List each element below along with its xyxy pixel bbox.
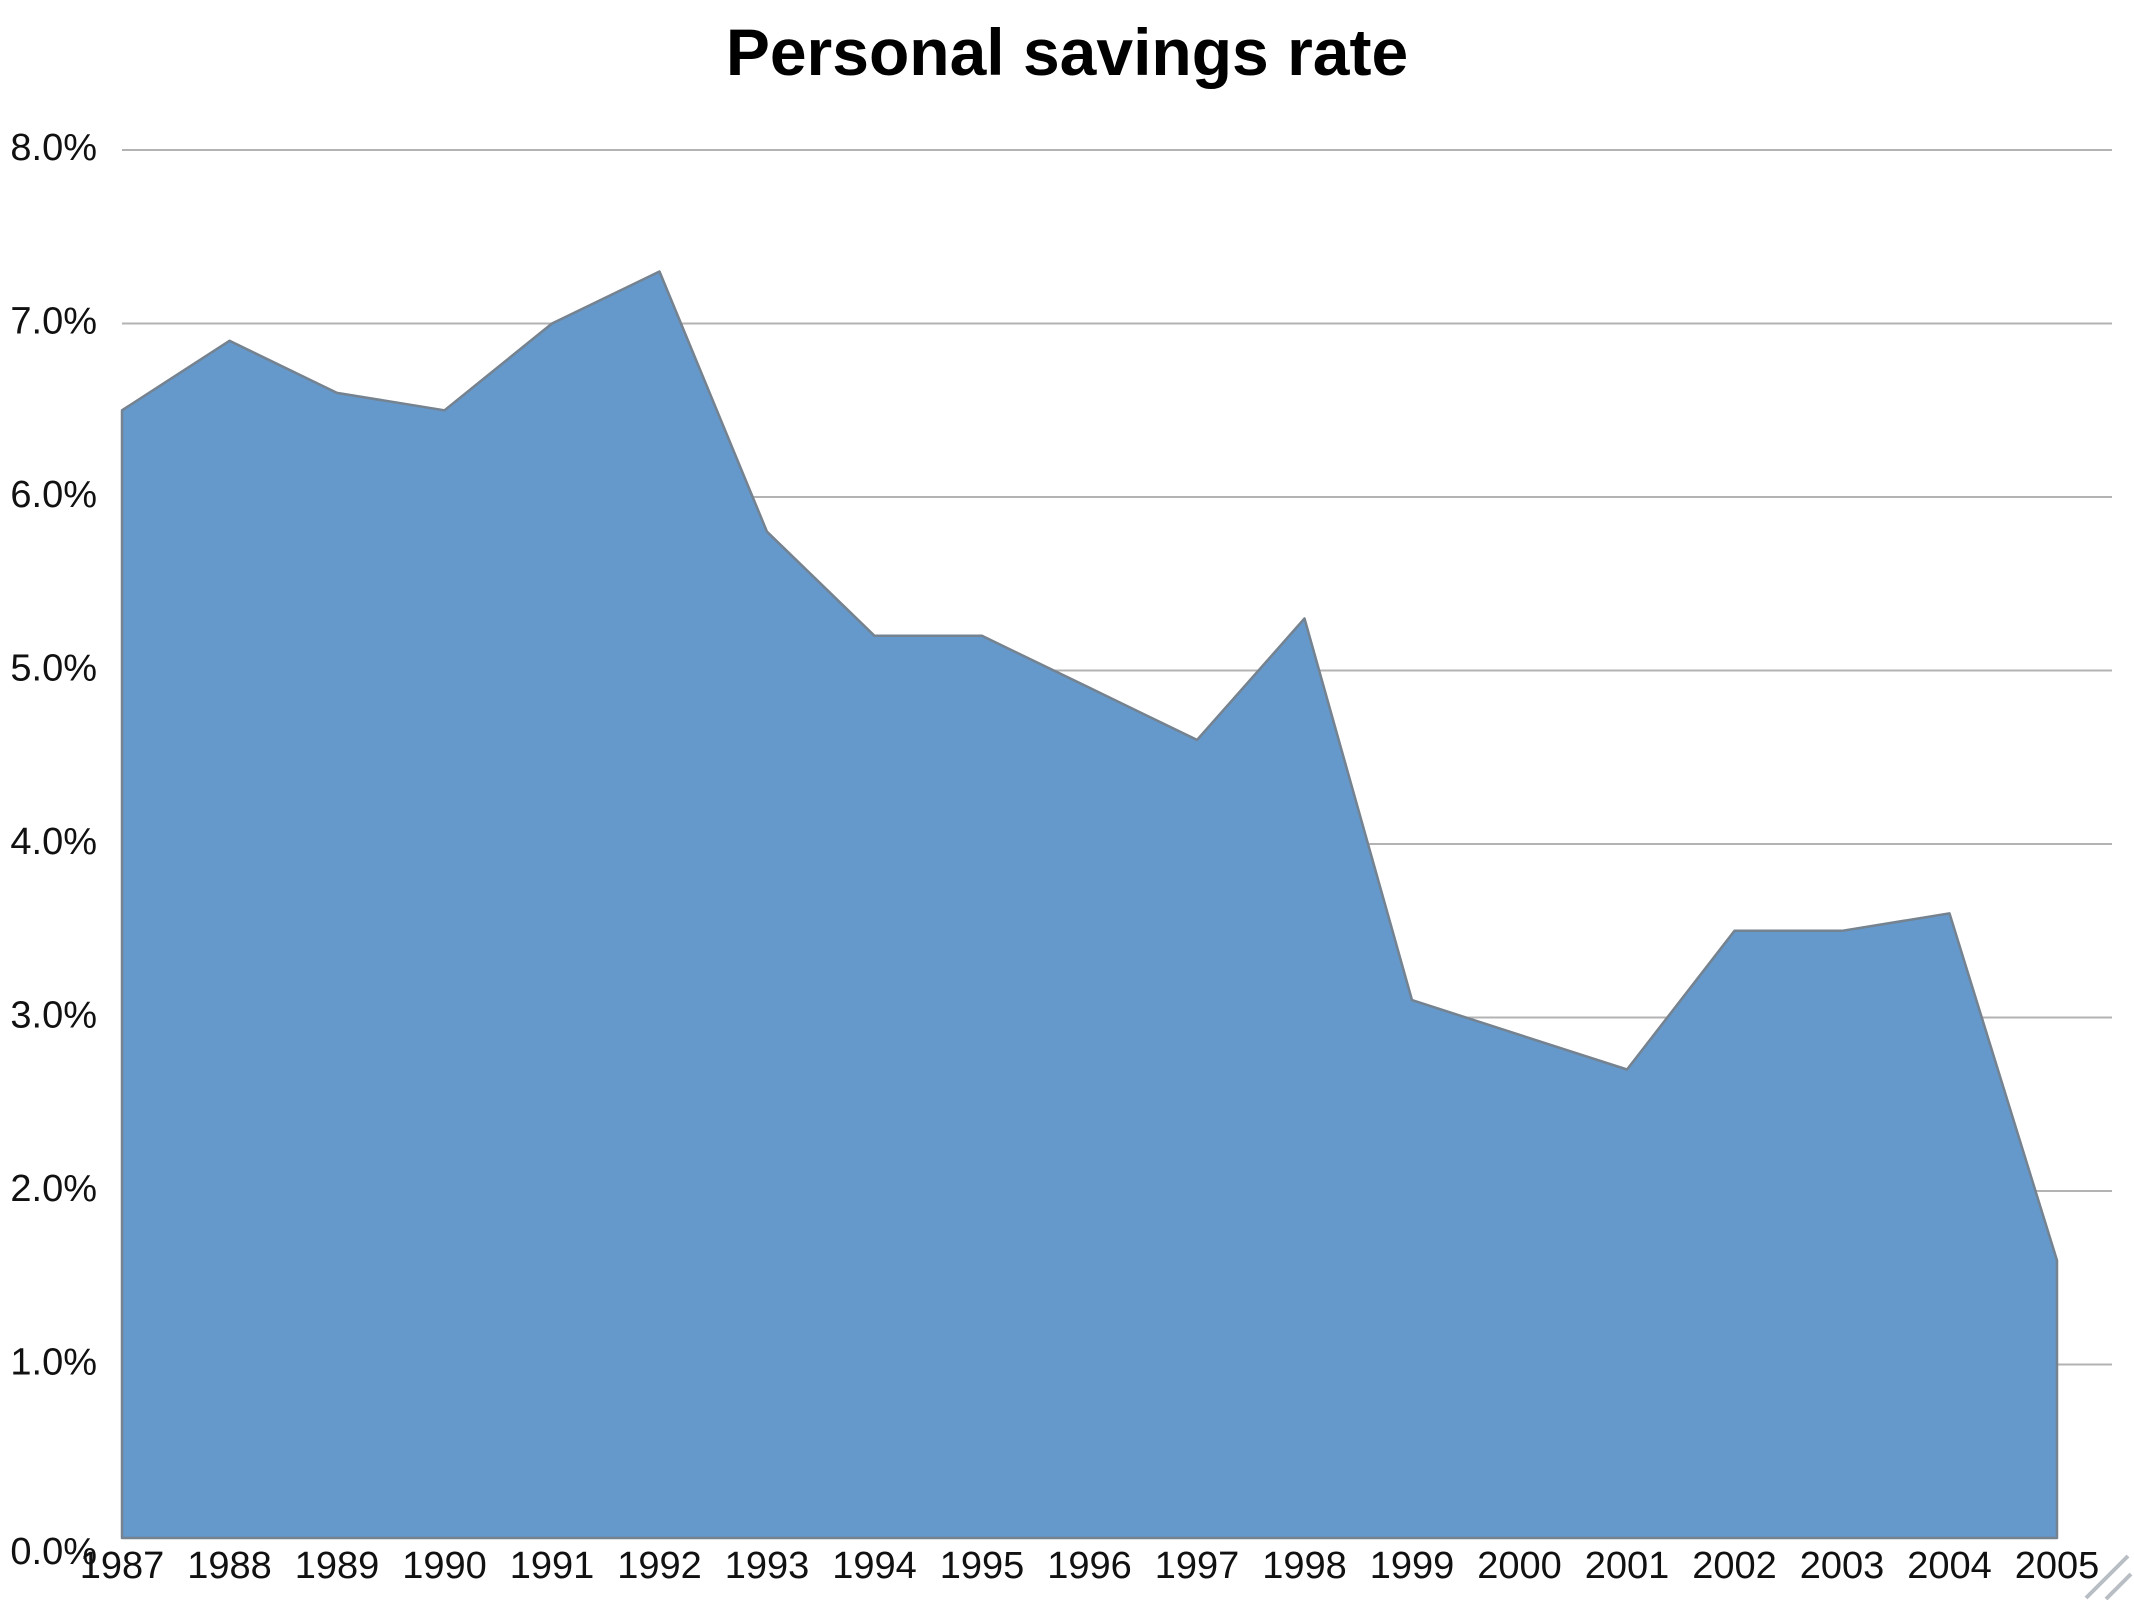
y-axis-tick-label: 2.0% xyxy=(10,1168,97,1210)
y-axis-tick-label: 5.0% xyxy=(10,648,97,690)
x-axis-tick-label: 2002 xyxy=(1692,1545,1777,1587)
savings-area-series xyxy=(120,270,2059,1540)
x-axis-tick-label: 1993 xyxy=(725,1545,810,1587)
x-axis-tick-label: 2004 xyxy=(1907,1545,1992,1587)
x-axis-tick-label: 1991 xyxy=(510,1545,595,1587)
x-axis-tick-label: 1989 xyxy=(295,1545,380,1587)
x-axis-tick-label: 1998 xyxy=(1262,1545,1347,1587)
x-axis-tick-label: 1996 xyxy=(1047,1545,1132,1587)
x-axis-tick-label: 1988 xyxy=(187,1545,272,1587)
x-axis-tick-label: 1997 xyxy=(1155,1545,1240,1587)
y-axis-tick-label: 8.0% xyxy=(10,127,97,169)
x-axis-tick-label: 1992 xyxy=(617,1545,702,1587)
y-axis-tick-label: 1.0% xyxy=(10,1342,97,1384)
x-axis-tick-label: 1990 xyxy=(402,1545,487,1587)
y-axis-tick-label: 4.0% xyxy=(10,821,97,863)
x-axis-tick-label: 2000 xyxy=(1477,1545,1562,1587)
y-axis-tick-label: 0.0% xyxy=(10,1531,97,1573)
y-axis-tick-label: 7.0% xyxy=(10,301,97,343)
x-axis-tick-label: 1994 xyxy=(832,1545,917,1587)
x-axis-tick-label: 2005 xyxy=(2015,1545,2100,1587)
y-axis-tick-label: 3.0% xyxy=(10,995,97,1037)
x-axis-tick-label: 2001 xyxy=(1585,1545,1670,1587)
chart-title: Personal savings rate xyxy=(725,15,1409,89)
x-axis-tick-label: 2003 xyxy=(1800,1545,1885,1587)
x-axis-tick-label: 1987 xyxy=(80,1545,165,1587)
x-axis-tick-label: 1995 xyxy=(940,1545,1025,1587)
y-axis-tick-label: 6.0% xyxy=(10,474,97,516)
x-axis-tick-label: 1999 xyxy=(1370,1545,1455,1587)
